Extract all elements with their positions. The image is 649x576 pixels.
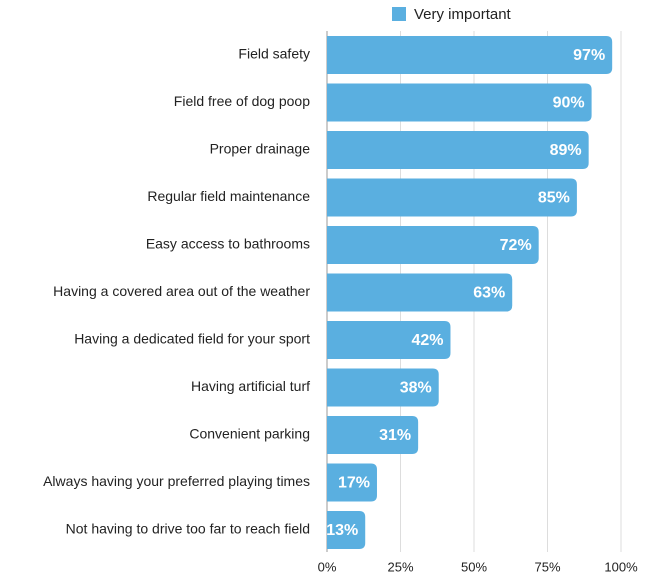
value-label: 89% xyxy=(550,142,582,159)
value-label: 72% xyxy=(500,237,532,254)
y-tick-label: Proper drainage xyxy=(210,141,311,157)
bar xyxy=(327,226,539,264)
y-tick-label: Having a covered area out of the weather xyxy=(53,283,310,299)
y-tick-label: Field free of dog poop xyxy=(174,93,310,109)
value-label: 38% xyxy=(400,380,432,397)
value-label: 31% xyxy=(379,427,411,444)
value-label: 97% xyxy=(573,47,605,64)
bar xyxy=(327,463,377,502)
bar xyxy=(327,273,513,312)
bar xyxy=(327,511,366,549)
bar xyxy=(327,321,451,359)
bar xyxy=(327,368,439,407)
bar xyxy=(327,36,613,74)
value-label: 90% xyxy=(553,95,585,112)
y-tick-label: Easy access to bathrooms xyxy=(146,236,310,252)
value-label: 63% xyxy=(473,285,505,302)
x-tick-label: 0% xyxy=(318,559,337,574)
x-tick-label: 25% xyxy=(387,559,413,574)
y-tick-label: Always having your preferred playing tim… xyxy=(43,473,310,489)
y-tick-label: Not having to drive too far to reach fie… xyxy=(66,521,310,537)
bar xyxy=(327,178,577,217)
y-tick-label: Regular field maintenance xyxy=(147,188,310,204)
value-label: 13% xyxy=(326,522,358,539)
bar xyxy=(327,416,419,454)
value-label: 17% xyxy=(338,475,370,492)
bar xyxy=(327,83,592,122)
legend-swatch xyxy=(392,7,406,21)
y-tick-label: Convenient parking xyxy=(189,426,310,442)
y-tick-label: Having artificial turf xyxy=(191,378,310,394)
value-label: 42% xyxy=(411,332,443,349)
y-tick-label: Having a dedicated field for your sport xyxy=(74,331,310,347)
legend-label: Very important xyxy=(414,6,512,23)
x-tick-label: 75% xyxy=(534,559,560,574)
x-tick-label: 100% xyxy=(604,559,638,574)
value-label: 85% xyxy=(538,190,570,207)
x-tick-label: 50% xyxy=(461,559,487,574)
bar xyxy=(327,131,589,169)
y-tick-label: Field safety xyxy=(238,46,310,62)
